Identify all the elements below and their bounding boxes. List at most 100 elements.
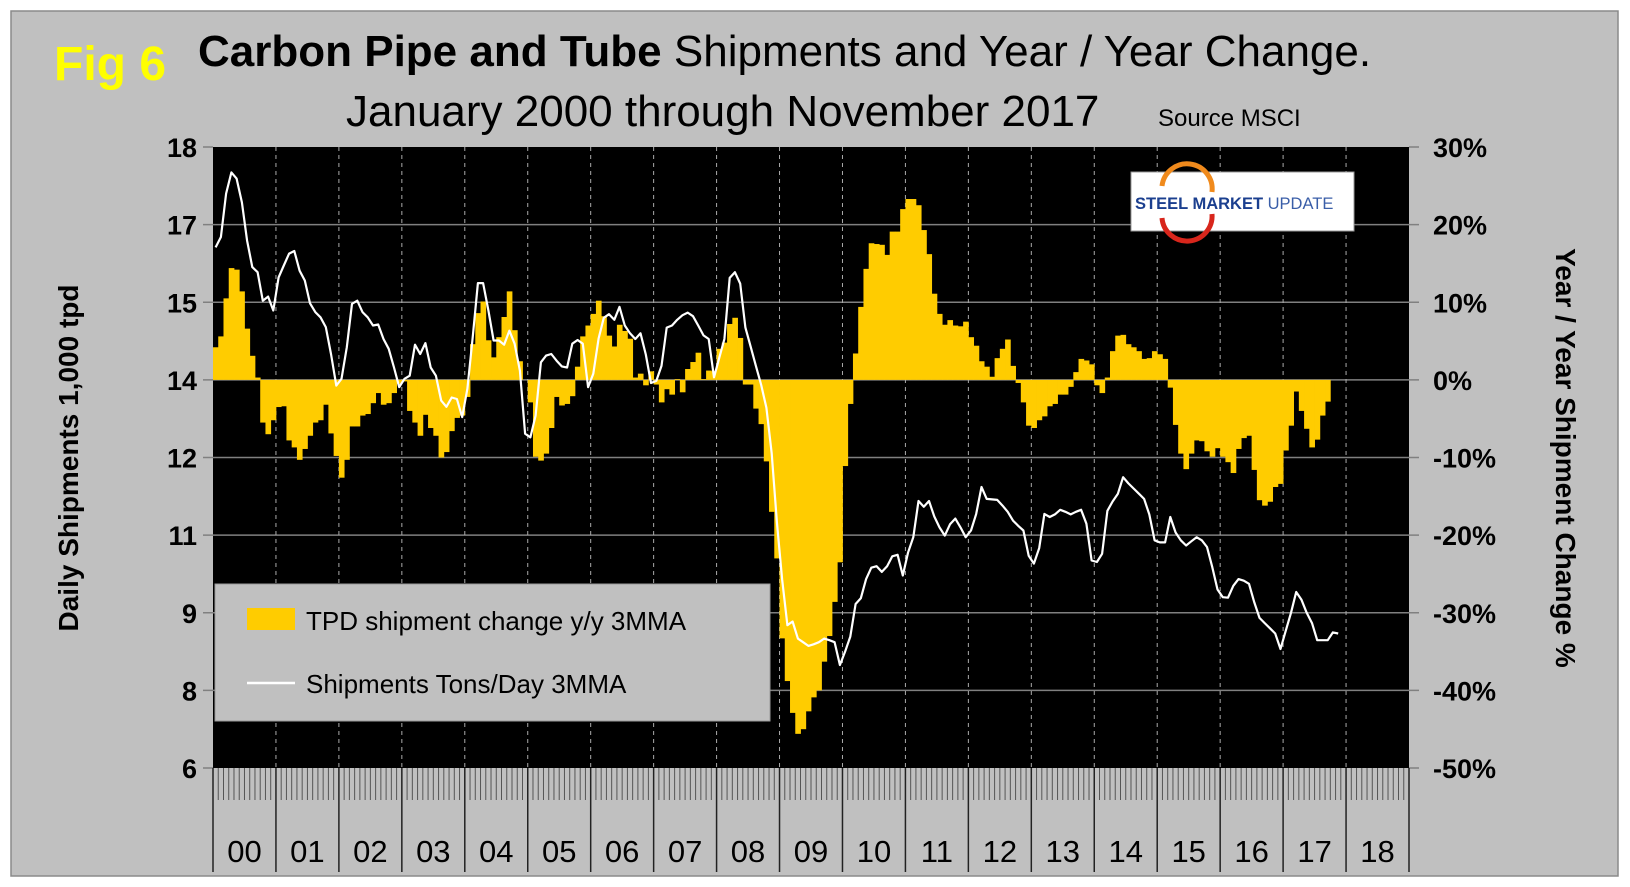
y-tick-label-left: 8 bbox=[182, 676, 197, 706]
x-tick-label: 11 bbox=[921, 834, 953, 869]
bar bbox=[585, 325, 592, 380]
bar bbox=[1304, 379, 1310, 429]
bar bbox=[1094, 379, 1100, 386]
bar bbox=[1130, 347, 1137, 380]
bar bbox=[1136, 351, 1142, 380]
bar bbox=[349, 379, 356, 427]
bar bbox=[401, 379, 408, 382]
y-tick-label-right: -10% bbox=[1433, 444, 1496, 474]
bar bbox=[391, 379, 397, 394]
bar bbox=[291, 379, 298, 448]
bar bbox=[1141, 358, 1148, 380]
bar bbox=[1041, 379, 1048, 417]
bar bbox=[449, 379, 455, 432]
bar bbox=[664, 379, 670, 390]
bar bbox=[564, 379, 571, 404]
bar bbox=[375, 379, 382, 394]
bar bbox=[622, 330, 628, 380]
bar bbox=[1183, 379, 1190, 470]
logo-swoosh-lower-icon bbox=[1159, 213, 1215, 244]
bar bbox=[302, 379, 308, 449]
x-tick-label: 06 bbox=[605, 834, 639, 869]
bar bbox=[994, 358, 1001, 380]
bar bbox=[873, 244, 880, 380]
bar bbox=[606, 335, 613, 380]
bar bbox=[910, 199, 917, 380]
legend-label-bars: TPD shipment change y/y 3MMA bbox=[306, 606, 687, 636]
bar bbox=[1020, 379, 1027, 403]
bar bbox=[611, 346, 618, 380]
bar bbox=[218, 336, 224, 380]
x-tick-label: 13 bbox=[1046, 834, 1080, 869]
bar bbox=[1225, 379, 1232, 463]
bar bbox=[475, 313, 481, 380]
bar bbox=[968, 337, 975, 380]
bar bbox=[643, 379, 649, 386]
y-tick-label-right: -50% bbox=[1433, 754, 1496, 784]
bar bbox=[323, 379, 329, 405]
bar bbox=[1188, 379, 1195, 454]
bar bbox=[1162, 358, 1169, 380]
bar bbox=[1026, 379, 1032, 426]
bar bbox=[417, 379, 424, 436]
x-tick-label: 07 bbox=[668, 834, 702, 869]
bar bbox=[842, 379, 849, 467]
bar bbox=[317, 379, 324, 421]
bar bbox=[365, 379, 371, 415]
bar bbox=[1062, 379, 1069, 395]
legend: TPD shipment change y/y 3MMA Shipments T… bbox=[214, 583, 771, 722]
bar bbox=[1193, 379, 1200, 441]
bar bbox=[338, 379, 345, 478]
bar bbox=[1167, 379, 1174, 388]
y-tick-label-left: 17 bbox=[167, 211, 197, 241]
chart-subtitle: January 2000 through November 2017 bbox=[346, 87, 1099, 136]
y-tick-label-right: -40% bbox=[1433, 676, 1496, 706]
bar bbox=[931, 293, 938, 380]
legend-swatch-bars bbox=[247, 608, 295, 630]
x-tick-label: 16 bbox=[1234, 834, 1268, 869]
bar bbox=[1120, 334, 1127, 380]
bar bbox=[1083, 360, 1090, 380]
bar bbox=[354, 379, 361, 427]
bar bbox=[538, 379, 544, 461]
bar bbox=[1010, 365, 1016, 380]
figure-label: Fig 6 bbox=[54, 38, 166, 91]
bar bbox=[1052, 379, 1058, 404]
bar bbox=[559, 379, 565, 406]
bar bbox=[695, 352, 702, 380]
bar bbox=[470, 344, 476, 380]
bar bbox=[627, 338, 634, 380]
y-tick-label-right: 30% bbox=[1433, 133, 1487, 163]
bar bbox=[1199, 379, 1205, 442]
bar bbox=[296, 379, 303, 460]
bar bbox=[270, 379, 277, 421]
bar bbox=[527, 379, 534, 403]
bar bbox=[1089, 364, 1095, 380]
bar bbox=[863, 268, 870, 380]
chart-title: Carbon Pipe and Tube Shipments and Year … bbox=[198, 27, 1371, 76]
y-tick-label-right: 10% bbox=[1433, 288, 1487, 318]
bar bbox=[648, 371, 655, 380]
bar bbox=[706, 370, 712, 380]
bar bbox=[386, 379, 392, 404]
x-tick-label: 05 bbox=[542, 834, 576, 869]
bar bbox=[637, 373, 644, 380]
y-axis-right: 30% 20% 10% 0% -10% -20% -30% -40% -50% bbox=[1433, 133, 1496, 784]
bar bbox=[763, 379, 770, 462]
logo-text: STEEL MARKET UPDATE bbox=[1135, 195, 1333, 213]
bar bbox=[884, 254, 891, 380]
bar bbox=[254, 377, 261, 380]
bar bbox=[947, 320, 954, 380]
bar bbox=[506, 291, 513, 380]
bar bbox=[1262, 379, 1268, 506]
bar bbox=[984, 366, 990, 380]
y-axis-right-title: Year / Year Shipment Change % bbox=[1550, 248, 1581, 668]
bar bbox=[847, 379, 854, 404]
bar bbox=[1288, 379, 1294, 426]
y-tick-label-left: 14 bbox=[167, 366, 197, 396]
bar bbox=[942, 324, 948, 380]
bar bbox=[396, 379, 403, 384]
bar bbox=[370, 379, 377, 404]
bar bbox=[1146, 358, 1153, 380]
bar bbox=[543, 379, 550, 454]
